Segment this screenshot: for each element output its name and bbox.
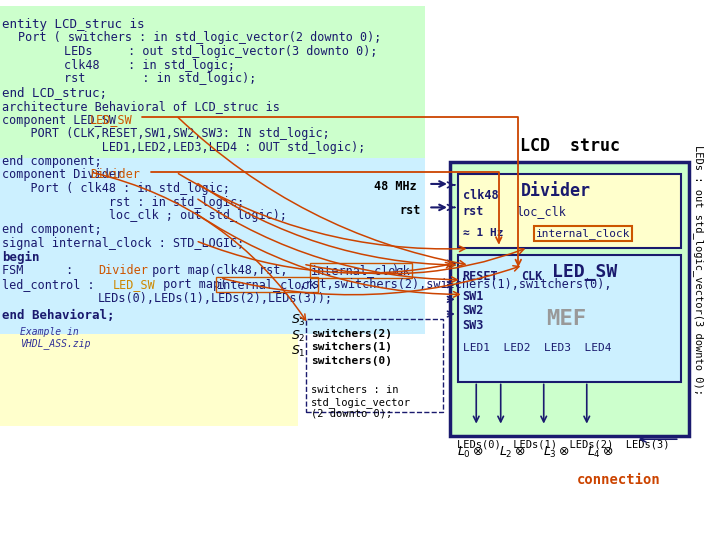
- Text: end LCD_struc;: end LCD_struc;: [2, 86, 107, 99]
- Text: end Behavioral;: end Behavioral;: [2, 309, 114, 322]
- Text: LED_SW: LED_SW: [112, 278, 156, 291]
- Text: clk48    : in std_logic;: clk48 : in std_logic;: [63, 59, 235, 72]
- Text: $S_3$: $S_3$: [292, 313, 306, 328]
- Text: Divider: Divider: [521, 182, 590, 200]
- Text: rst : in std_logic;: rst : in std_logic;: [2, 195, 244, 208]
- Text: VHDL_ASS.zip: VHDL_ASS.zip: [19, 339, 90, 349]
- Text: internal_clock: internal_clock: [311, 264, 410, 277]
- Bar: [458, 174, 680, 247]
- Text: ≈ 1 Hz: ≈ 1 Hz: [462, 228, 503, 238]
- Text: connection: connection: [577, 474, 661, 488]
- Text: $L_2 \otimes$: $L_2 \otimes$: [499, 445, 526, 460]
- Text: ,rst,switchers(2),switchers(1),switchers(0),: ,rst,switchers(2),switchers(1),switchers…: [298, 278, 612, 291]
- Text: LED_SW: LED_SW: [552, 263, 618, 281]
- Text: rst: rst: [399, 204, 420, 217]
- Text: entity LCD_struc is: entity LCD_struc is: [2, 18, 145, 31]
- Text: $L_3 \otimes$: $L_3 \otimes$: [543, 445, 570, 460]
- Text: $L_4 \otimes$: $L_4 \otimes$: [587, 445, 613, 460]
- Text: SW1: SW1: [462, 289, 484, 302]
- Text: port map(: port map(: [156, 278, 228, 291]
- Text: LED_SW: LED_SW: [90, 113, 132, 126]
- Text: LEDs : out std_logic_vector(3 downto 0);: LEDs : out std_logic_vector(3 downto 0);: [693, 145, 703, 395]
- Text: RESET: RESET: [462, 270, 498, 283]
- Text: component LED_SW: component LED_SW: [2, 113, 116, 126]
- Text: LEDs     : out std_logic_vector(3 downto 0);: LEDs : out std_logic_vector(3 downto 0);: [63, 45, 377, 58]
- Bar: [450, 163, 690, 436]
- Text: switchers(2): switchers(2): [311, 329, 392, 339]
- Text: end component;: end component;: [2, 154, 102, 167]
- Text: internal_clock: internal_clock: [217, 278, 317, 291]
- Text: 48 MHz: 48 MHz: [374, 180, 416, 193]
- Text: CLK: CLK: [521, 270, 543, 283]
- Text: LED1  LED2  LED3  LED4: LED1 LED2 LED3 LED4: [462, 343, 611, 353]
- Text: Divider: Divider: [90, 168, 140, 181]
- Text: clk48: clk48: [462, 189, 498, 202]
- Text: switchers(0): switchers(0): [311, 356, 392, 366]
- Text: $S_1$: $S_1$: [292, 344, 306, 359]
- Text: loc_clk: loc_clk: [516, 205, 566, 219]
- Text: architecture Behavioral of LCD_struc is: architecture Behavioral of LCD_struc is: [2, 100, 280, 113]
- Text: );: );: [391, 264, 405, 277]
- Text: Port ( switchers : in std_logic_vector(2 downto 0);: Port ( switchers : in std_logic_vector(2…: [17, 31, 381, 44]
- Text: switchers(1): switchers(1): [311, 342, 392, 353]
- Text: LCD  struc: LCD struc: [520, 137, 620, 154]
- Text: $S_2$: $S_2$: [292, 328, 306, 343]
- Text: end component;: end component;: [2, 223, 102, 236]
- Text: signal internal_clock : STD_LOGIC;: signal internal_clock : STD_LOGIC;: [2, 237, 244, 250]
- Text: rst        : in std_logic);: rst : in std_logic);: [63, 72, 256, 85]
- Text: FSM      :: FSM :: [2, 264, 94, 277]
- Text: SW2: SW2: [462, 304, 484, 317]
- Text: (2 downto 0);: (2 downto 0);: [311, 409, 392, 419]
- Bar: [0, 6, 426, 158]
- Bar: [0, 334, 298, 427]
- Bar: [306, 319, 443, 412]
- Text: SW3: SW3: [462, 319, 484, 332]
- Text: rst: rst: [462, 205, 484, 219]
- Text: port map(clk48,rst,: port map(clk48,rst,: [145, 264, 287, 277]
- Text: component Divider: component Divider: [2, 168, 123, 181]
- Text: std_logic_vector: std_logic_vector: [311, 397, 411, 408]
- Text: PORT (CLK,RESET,SW1,SW2,SW3: IN std_logic;: PORT (CLK,RESET,SW1,SW2,SW3: IN std_logi…: [2, 127, 330, 140]
- Text: Divider: Divider: [98, 264, 148, 277]
- Text: LED1,LED2,LED3,LED4 : OUT std_logic);: LED1,LED2,LED3,LED4 : OUT std_logic);: [2, 141, 365, 154]
- Text: MEF: MEF: [546, 309, 586, 329]
- Bar: [458, 255, 680, 382]
- Text: LEDs(0)  LEDs(1)  LEDs(2)  LEDs(3): LEDs(0) LEDs(1) LEDs(2) LEDs(3): [456, 439, 669, 449]
- Text: loc_clk ; out std_logic);: loc_clk ; out std_logic);: [2, 210, 287, 222]
- Text: switchers : in: switchers : in: [311, 386, 398, 395]
- Bar: [0, 158, 426, 334]
- Text: Example in: Example in: [19, 327, 78, 337]
- Text: LEDs(0),LEDs(1),LEDs(2),LEDs(3));: LEDs(0),LEDs(1),LEDs(2),LEDs(3));: [98, 292, 333, 305]
- Text: led_control :: led_control :: [2, 278, 109, 291]
- Text: begin: begin: [2, 251, 40, 264]
- Text: $L_0 \otimes$: $L_0 \otimes$: [456, 445, 483, 460]
- Text: Port ( clk48 : in std_logic;: Port ( clk48 : in std_logic;: [2, 182, 230, 195]
- Text: internal_clock: internal_clock: [536, 228, 631, 239]
